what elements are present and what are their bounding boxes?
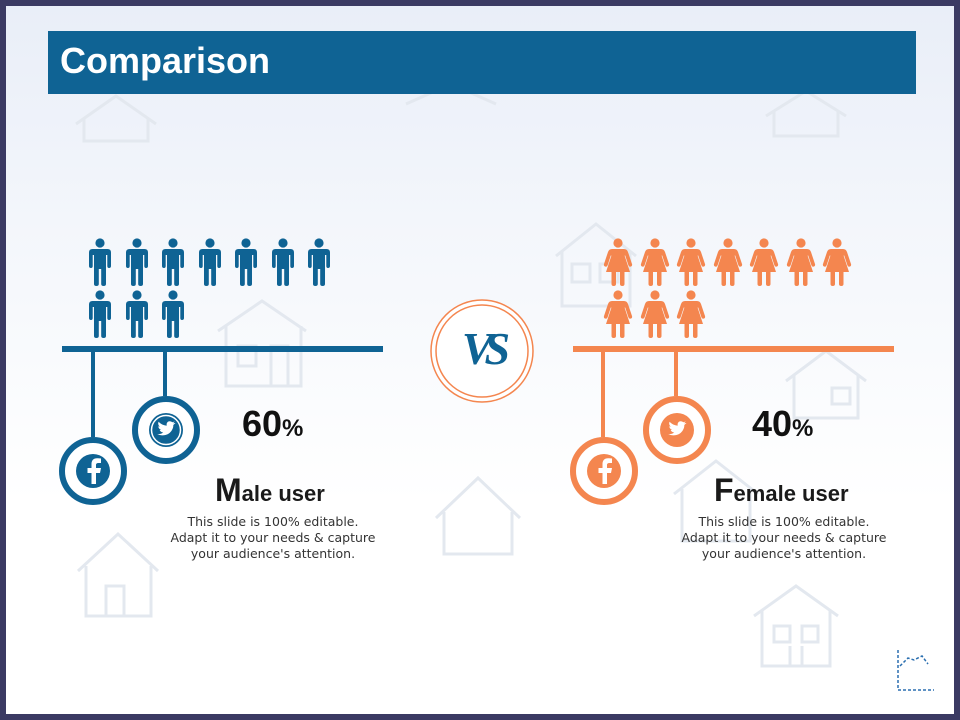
male-person-icon: [82, 290, 119, 338]
female-person-icon: [637, 238, 674, 286]
male-twitter-icon[interactable]: [132, 396, 200, 464]
female-facebook-icon[interactable]: [570, 437, 638, 505]
female-person-icon: [710, 238, 747, 286]
female-description: This slide is 100% editable. Adapt it to…: [681, 514, 887, 561]
male-person-icon: [119, 290, 156, 338]
male-person-icon: [192, 238, 229, 286]
male-facebook-icon[interactable]: [59, 437, 127, 505]
background-houses: [75, 82, 867, 668]
timelines: [59, 346, 894, 505]
male-baseline: [62, 346, 383, 352]
male-percent: 60%: [242, 403, 304, 444]
female-people-group: [600, 238, 856, 338]
male-description: This slide is 100% editable. Adapt it to…: [170, 514, 376, 561]
page-title: Comparison: [60, 40, 271, 81]
male-person-icon: [265, 238, 302, 286]
female-person-icon: [600, 238, 637, 286]
male-person-icon: [155, 290, 192, 338]
male-person-icon: [228, 238, 265, 286]
male-people-group: [82, 238, 338, 338]
female-person-icon: [600, 290, 637, 338]
male-person-icon: [155, 238, 192, 286]
vs-label: VS: [462, 323, 509, 374]
female-person-icon: [673, 238, 710, 286]
female-percent: 40%: [752, 403, 814, 444]
female-person-icon: [746, 238, 783, 286]
female-person-icon: [673, 290, 710, 338]
male-person-icon: [301, 238, 338, 286]
female-stem-facebook: [601, 351, 605, 439]
male-stem-twitter: [163, 351, 167, 397]
female-stem-twitter: [674, 351, 678, 397]
female-user-title: Female user: [714, 472, 849, 508]
slide: Comparison: [6, 6, 954, 714]
female-person-icon: [819, 238, 856, 286]
female-baseline: [573, 346, 894, 352]
male-stem-facebook: [91, 351, 95, 439]
female-person-icon: [783, 238, 820, 286]
title-bar: Comparison: [48, 31, 916, 94]
chart-corner-icon: [897, 650, 934, 691]
male-user-title: Male user: [215, 472, 325, 508]
female-twitter-icon[interactable]: [643, 396, 711, 464]
male-person-icon: [82, 238, 119, 286]
vs-badge: VS: [429, 298, 535, 404]
male-person-icon: [119, 238, 156, 286]
female-person-icon: [637, 290, 674, 338]
